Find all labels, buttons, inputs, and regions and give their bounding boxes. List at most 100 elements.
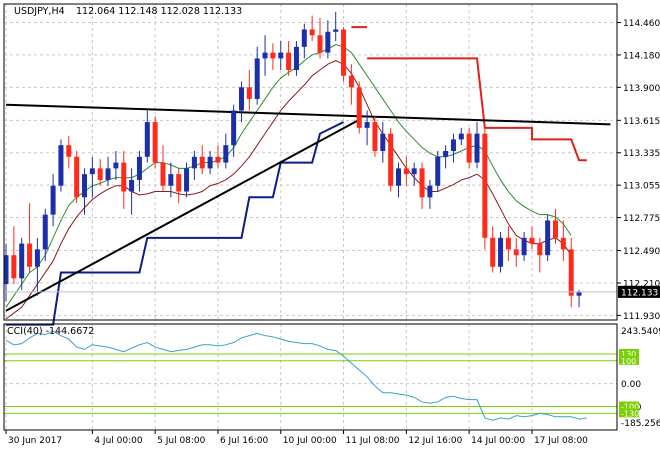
candle-body (466, 133, 472, 163)
cci-level-tag: -130 (621, 409, 639, 418)
grid (4, 4, 617, 430)
candle-body (435, 156, 441, 186)
cci-line (5, 330, 587, 421)
candle-body (74, 156, 80, 198)
candle-body (348, 75, 354, 88)
candle-body (50, 185, 56, 215)
candle-body (458, 133, 464, 140)
time-tick-label: 10 Jul 00:00 (283, 436, 337, 446)
time-tick-label: 30 Jun 2017 (8, 436, 62, 446)
candle-body (58, 145, 64, 186)
cci-level-tag: 100 (621, 357, 636, 366)
trend-line (5, 118, 360, 312)
candle-body (450, 139, 456, 152)
candle-body (239, 87, 244, 111)
candle-body (490, 237, 496, 267)
price-tick-label: 111.930 (623, 312, 660, 322)
cci-subwindow: 243.54091000.00-100-185.2562130100-100-1… (4, 327, 660, 429)
candle-body (553, 220, 558, 238)
price-tick-label: 112.210 (623, 279, 660, 289)
price-axis: 114.460 114.180 113.900 113.615 113.335 113.0… (617, 19, 660, 322)
candle-body (317, 35, 323, 53)
candle-body (419, 168, 425, 198)
price-tick-label: 113.615 (623, 117, 660, 127)
cci-level-tag: -100 (621, 403, 639, 412)
candle-body (521, 237, 527, 256)
candle-body (388, 133, 394, 186)
candle-body (113, 162, 119, 169)
candle-body (3, 255, 9, 285)
trend-line (5, 103, 611, 126)
main-frame (3, 3, 618, 321)
candle-body (254, 58, 260, 99)
cci-label: CCI(40) -144.6672 (7, 326, 94, 337)
cci-level-tag-box (619, 408, 639, 418)
candle-body (568, 249, 574, 296)
time-tick-label: 4 Jul 00:00 (94, 436, 143, 446)
trend-lines (5, 103, 611, 312)
candle-body (152, 122, 158, 163)
candle-body (144, 122, 150, 157)
candle-body (160, 162, 166, 186)
candle-body (215, 156, 221, 163)
candle-body (364, 122, 370, 128)
time-tick-label: 6 Jul 16:00 (220, 436, 269, 446)
candle-body (42, 214, 48, 250)
candle-body (191, 156, 197, 169)
candle-body (136, 156, 142, 180)
candles (3, 12, 617, 308)
candle-body (325, 31, 331, 53)
candle-body (223, 145, 229, 163)
cci-axis-label: -185.2562 (621, 419, 660, 429)
current-price-box (618, 285, 660, 298)
candle-body (121, 162, 127, 192)
candle-body (380, 133, 386, 152)
candle-body (309, 29, 315, 36)
time-tick-label: 5 Jul 08:00 (157, 436, 206, 446)
price-tick-label: 113.335 (623, 149, 660, 159)
candle-body (89, 168, 95, 175)
symbol-header: USDJPY,H4 (14, 6, 65, 17)
candle-body (560, 237, 566, 250)
stop-high-line (367, 57, 587, 162)
cci-axis-label: 0.00 (621, 380, 641, 390)
candle-body (246, 87, 252, 99)
candle-body (529, 237, 535, 244)
candle-body (537, 243, 543, 256)
chart-frame (3, 3, 618, 431)
candle-body (199, 156, 205, 169)
candle-body (270, 52, 276, 59)
candle-body (576, 292, 582, 296)
candle-body (19, 243, 25, 279)
cci-frame (3, 323, 618, 431)
cci-level-tag-box (619, 401, 639, 411)
ohlc-header: 112.064 112.148 112.028 112.133 (76, 6, 242, 17)
cci-level-tag: 130 (621, 350, 636, 359)
candle-body (168, 174, 174, 186)
candle-body (27, 243, 33, 267)
cci-level-tag-box (619, 348, 639, 358)
candle-body (482, 133, 488, 238)
candle-body (396, 168, 401, 186)
price-tick-label: 114.180 (623, 51, 660, 61)
candle-body (286, 52, 292, 70)
cci-level-tag-box (619, 355, 639, 365)
candle-body (513, 249, 519, 256)
ma-slow-line (5, 60, 572, 320)
candle-body (427, 185, 433, 198)
time-tick-label: 12 Jul 16:00 (408, 436, 462, 446)
candle-body (11, 255, 17, 279)
price-tick-label: 113.900 (623, 84, 660, 94)
candle-body (105, 168, 111, 180)
price-tick-label: 112.490 (623, 247, 660, 257)
candle-body (34, 249, 40, 267)
candle-body (474, 133, 480, 163)
candle-body (545, 220, 551, 256)
price-tick-label: 113.055 (623, 182, 660, 192)
candle-body (184, 168, 190, 192)
price-tick-label: 114.460 (623, 19, 660, 29)
time-tick-label: 11 Jul 08:00 (346, 436, 400, 446)
candle-body (443, 151, 449, 157)
